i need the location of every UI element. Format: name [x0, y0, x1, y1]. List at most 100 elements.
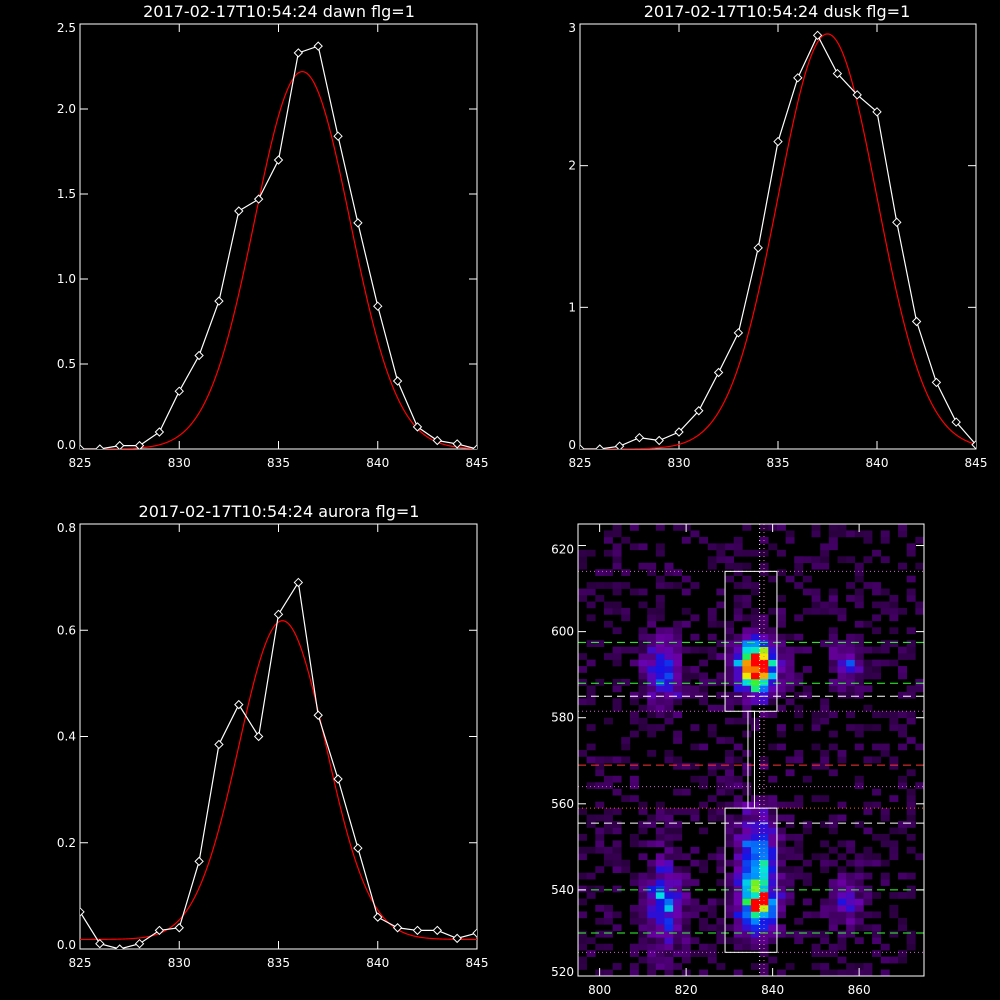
heatmap-cell	[603, 582, 613, 589]
heatmap-cell	[681, 950, 691, 957]
heatmap-cell	[733, 633, 743, 641]
heatmap-cell	[802, 859, 812, 867]
y-tick-label: 0.6	[57, 623, 76, 637]
heatmap-cell	[802, 575, 812, 583]
heatmap-cell	[707, 950, 717, 957]
heatmap-cell	[578, 666, 587, 673]
heatmap-cell	[629, 943, 639, 951]
heatmap-cell	[776, 872, 786, 880]
heatmap-cell	[716, 963, 726, 970]
heatmap-cell	[655, 711, 665, 719]
heatmap-cell	[742, 879, 752, 886]
heatmap-cell	[776, 704, 786, 712]
heatmap-cell	[603, 853, 613, 861]
heatmap-cell	[699, 536, 709, 544]
heatmap-cell	[690, 672, 700, 680]
heatmap-cell	[612, 653, 622, 660]
heatmap-cell	[880, 859, 890, 867]
y-tick-label: 1.0	[57, 272, 76, 286]
heatmap-cell	[751, 691, 760, 699]
heatmap-cell	[707, 607, 717, 615]
heatmap-cell	[785, 892, 795, 899]
heatmap-cell	[673, 866, 683, 873]
heatmap-cell	[733, 801, 743, 809]
heatmap-cell	[846, 879, 856, 886]
heatmap-cell	[863, 646, 873, 654]
heatmap-cell	[846, 582, 856, 589]
data-point-marker	[134, 938, 145, 949]
heatmap-cell	[673, 627, 683, 635]
heatmap-cell	[846, 672, 856, 680]
heatmap-cell	[863, 898, 873, 906]
heatmap-cell	[776, 730, 786, 738]
heatmap-cell	[733, 678, 743, 686]
heatmap-cell	[751, 814, 760, 822]
heatmap-cell	[733, 840, 743, 848]
heatmap-cell	[655, 595, 665, 602]
data-point-marker	[234, 206, 244, 216]
heatmap-cell	[725, 788, 734, 796]
heatmap-cell	[854, 730, 864, 738]
heatmap-cell	[898, 666, 907, 673]
heatmap-cell	[837, 524, 847, 531]
heatmap-cell	[751, 840, 760, 848]
heatmap-cell	[578, 698, 587, 706]
heatmap-cell	[768, 666, 778, 673]
heatmap-cell	[664, 904, 674, 912]
heatmap-cell	[820, 866, 830, 873]
heatmap-cell	[802, 879, 812, 886]
heatmap-cell	[655, 666, 665, 673]
data-point-marker	[392, 376, 403, 386]
heatmap-cell	[664, 821, 674, 828]
heatmap-cell	[828, 685, 838, 693]
heatmap-cell	[725, 633, 734, 641]
heatmap-cell	[673, 620, 683, 628]
heatmap-cell	[828, 879, 838, 886]
heatmap-cell	[828, 530, 838, 538]
heatmap-cell	[673, 737, 683, 744]
heatmap-cell	[655, 543, 665, 551]
heatmap-cell	[612, 646, 622, 654]
heatmap-cell	[898, 524, 907, 531]
data-point-marker	[353, 843, 363, 853]
heatmap-cell	[707, 814, 717, 822]
heatmap-cell	[664, 892, 674, 899]
heatmap-cell	[872, 588, 882, 596]
heatmap-cell	[794, 846, 804, 854]
data-point-marker	[174, 923, 184, 933]
heatmap-cell	[742, 614, 752, 622]
heatmap-cell	[725, 691, 734, 699]
heatmap-cell	[811, 724, 821, 731]
heatmap-cell	[647, 724, 657, 731]
heatmap-cell	[655, 685, 665, 693]
heatmap-cell	[854, 666, 864, 673]
heatmap-cell	[725, 698, 734, 706]
heatmap-cell	[733, 846, 743, 854]
heatmap-cell	[820, 750, 830, 757]
heatmap-cell	[664, 678, 674, 686]
heatmap-cell	[759, 614, 769, 622]
data-point-marker	[472, 444, 477, 449]
heatmap-cell	[751, 588, 760, 596]
heatmap-cell	[742, 885, 752, 893]
heatmap-cell	[716, 930, 726, 938]
heatmap-cell	[742, 814, 752, 822]
heatmap-cell	[846, 930, 856, 938]
heatmap-cell	[716, 846, 726, 854]
panel-dawn-plot	[80, 41, 477, 449]
heatmap-cell	[603, 821, 613, 828]
heatmap-cell	[707, 620, 717, 628]
heatmap-cell	[854, 724, 864, 731]
heatmap-cell	[837, 943, 847, 951]
heatmap-cell	[586, 937, 596, 945]
heatmap-cell	[664, 569, 674, 576]
heatmap-cell	[647, 911, 657, 919]
heatmap-cell	[664, 943, 674, 951]
heatmap-cell	[759, 549, 769, 557]
x-tick-label: 825	[69, 956, 92, 970]
heatmap-cell	[586, 885, 596, 893]
heatmap-cell	[638, 821, 648, 828]
heatmap-cell	[699, 950, 709, 957]
heatmap-cell	[820, 904, 830, 912]
heatmap-cell	[828, 911, 838, 919]
